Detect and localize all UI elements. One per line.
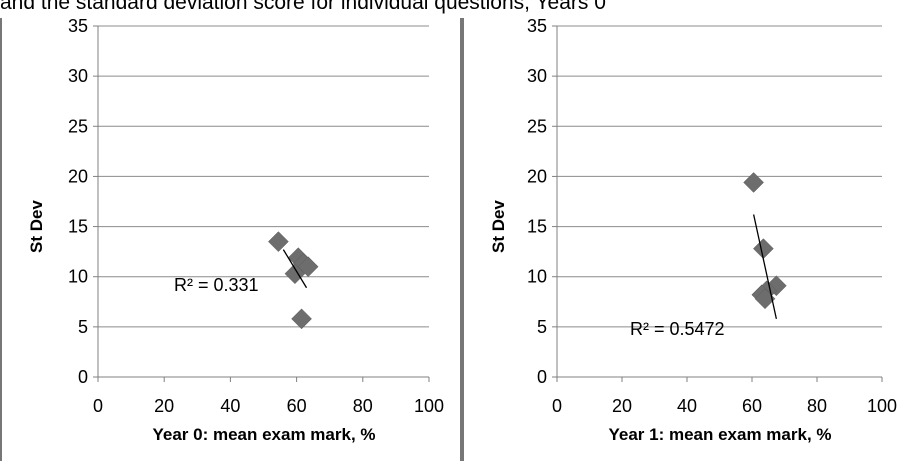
chart-panel-year1: 0 5 10 15 20 25 30 35 0 20 40 60 80 100 Year 1: mean e… (462, 16, 909, 461)
y-tick-label: 10 (527, 267, 547, 287)
y-tick-label: 35 (527, 18, 547, 36)
trendline (282, 249, 308, 289)
y-tick-label: 5 (537, 317, 547, 337)
data-point-5 (291, 308, 312, 330)
scatter-chart-year1: 0 5 10 15 20 25 30 35 0 20 40 60 80 100 Year 1: mean e… (489, 16, 897, 444)
x-tick-label: 0 (93, 396, 103, 416)
y-tick-label: 35 (68, 18, 88, 36)
x-tick-label: 20 (612, 396, 632, 416)
x-axis-title: Year 1: mean exam mark, % (608, 425, 831, 444)
x-tick-label: 60 (742, 396, 762, 416)
y-tick-label: 10 (68, 267, 88, 287)
x-tick-label: 40 (677, 396, 697, 416)
trendline (752, 214, 778, 319)
data-point-4 (284, 263, 306, 285)
y-axis-title: St Dev (27, 200, 46, 253)
r-squared-label: R² = 0.331 (174, 275, 259, 295)
y-tick-label: 30 (68, 66, 88, 86)
x-tick-label: 80 (807, 396, 827, 416)
y-tick-label: 5 (78, 317, 88, 337)
y-tick-label: 20 (68, 166, 88, 186)
x-axis-title: Year 0: mean exam mark, % (152, 425, 375, 444)
y-axis-title: St Dev (489, 200, 508, 253)
figure-caption: and the standard deviation score for ind… (0, 0, 606, 14)
y-tick-label: 25 (68, 116, 88, 136)
scatter-chart-year0: 0 5 10 15 20 25 30 35 0 20 40 60 80 100 Year 0: mean e… (27, 16, 444, 444)
x-tick-label: 40 (220, 396, 240, 416)
y-tick-label: 30 (527, 66, 547, 86)
r-squared-label: R² = 0.5472 (630, 319, 725, 339)
x-tick-label: 100 (867, 396, 897, 416)
y-tick-label: 25 (527, 116, 547, 136)
y-tick-label: 20 (527, 166, 547, 186)
x-tick-label: 100 (414, 396, 444, 416)
y-tick-label: 15 (527, 217, 547, 237)
y-tick-label: 0 (78, 367, 88, 387)
x-tick-label: 60 (287, 396, 307, 416)
y-tick-label: 0 (537, 367, 547, 387)
y-tick-label: 15 (68, 217, 88, 237)
data-point-1 (753, 238, 774, 259)
chart-panel-year0: 0 5 10 15 20 25 30 35 0 20 40 60 80 100 Year 0: mean e… (0, 16, 462, 461)
x-tick-label: 0 (552, 396, 562, 416)
data-point-0 (743, 172, 764, 193)
x-tick-label: 80 (353, 396, 373, 416)
x-tick-label: 20 (154, 396, 174, 416)
data-point-0 (268, 231, 289, 252)
